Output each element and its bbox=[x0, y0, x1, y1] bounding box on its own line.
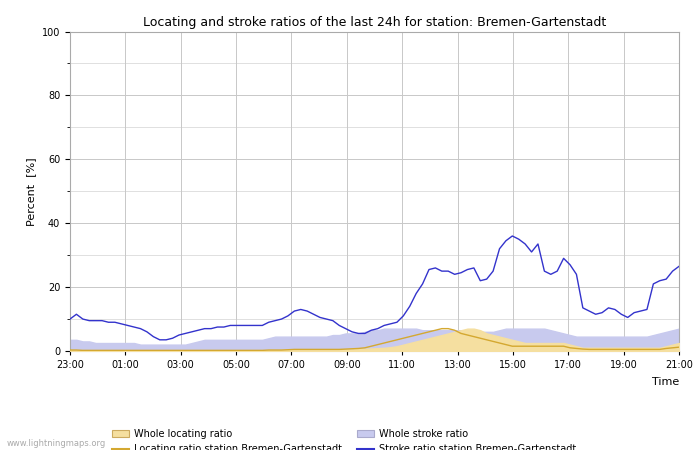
Text: www.lightningmaps.org: www.lightningmaps.org bbox=[7, 439, 106, 448]
Text: Time: Time bbox=[652, 377, 679, 387]
Y-axis label: Percent  [%]: Percent [%] bbox=[27, 157, 36, 225]
Legend: Whole locating ratio, Locating ratio station Bremen-Gartenstadt, Whole stroke ra: Whole locating ratio, Locating ratio sta… bbox=[108, 425, 580, 450]
Title: Locating and stroke ratios of the last 24h for station: Bremen-Gartenstadt: Locating and stroke ratios of the last 2… bbox=[143, 16, 606, 29]
